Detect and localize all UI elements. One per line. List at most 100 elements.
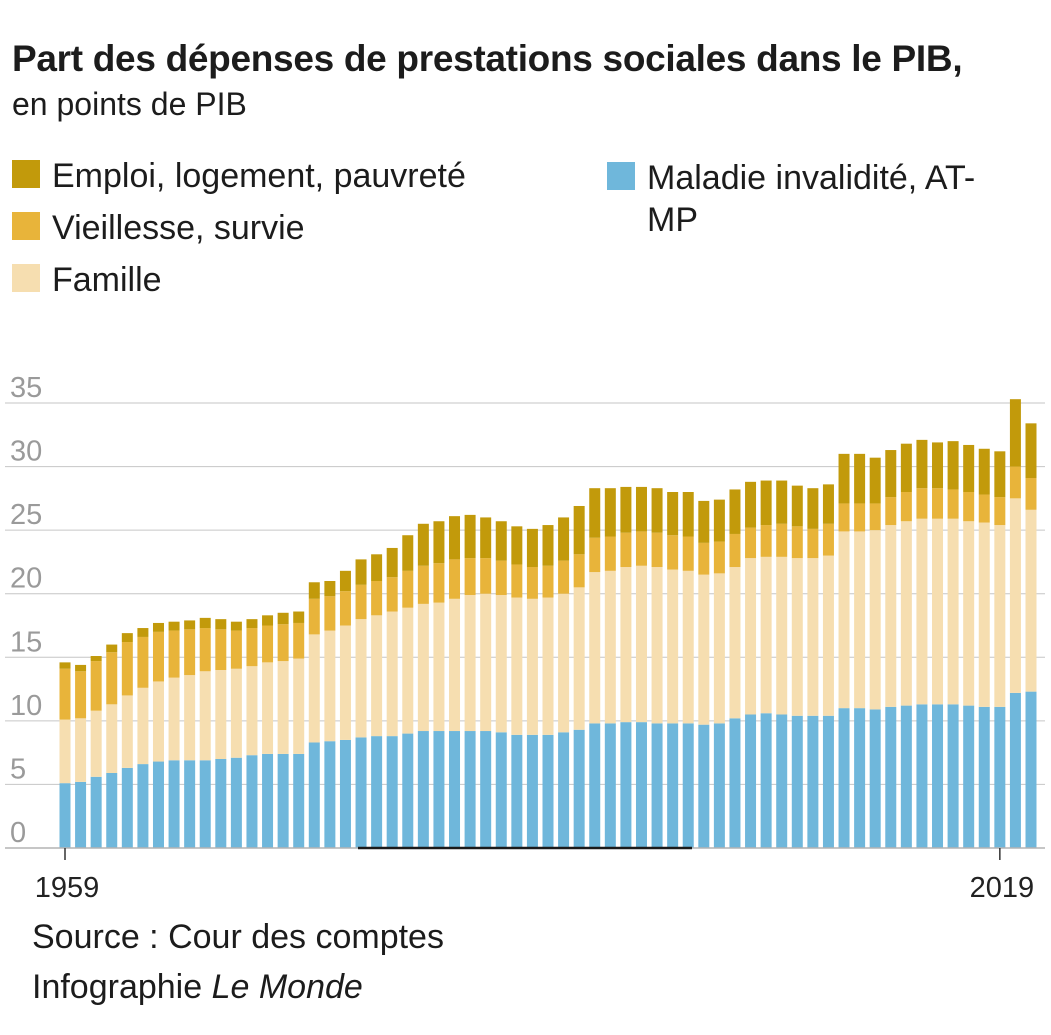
bar-emploi-logement-pauvrete-2005 <box>776 480 788 524</box>
bar-vieillesse-survie-1999 <box>682 536 694 571</box>
bar-emploi-logement-pauvrete-1987 <box>495 521 507 561</box>
bar-famille-1974 <box>293 658 305 754</box>
legend-swatch-famille <box>12 264 40 292</box>
bar-maladie-invalidite-at-mp-2015 <box>932 704 944 848</box>
bar-maladie-invalidite-at-mp-1973 <box>277 753 289 848</box>
bar-vieillesse-survie-1995 <box>620 532 632 568</box>
bar-emploi-logement-pauvrete-1976 <box>324 581 336 597</box>
bar-vieillesse-survie-2005 <box>776 523 788 557</box>
bar-vieillesse-survie-1969 <box>215 629 227 670</box>
bar-maladie-invalidite-at-mp-1999 <box>682 723 694 848</box>
bar-maladie-invalidite-at-mp-2003 <box>745 714 757 848</box>
bar-emploi-logement-pauvrete-1979 <box>371 554 383 581</box>
bar-maladie-invalidite-at-mp-2004 <box>760 713 772 848</box>
bar-maladie-invalidite-at-mp-1963 <box>121 767 133 848</box>
bar-maladie-invalidite-at-mp-1984 <box>449 731 461 848</box>
bar-maladie-invalidite-at-mp-2006 <box>791 715 803 848</box>
bar-famille-2008 <box>822 555 834 716</box>
bar-famille-1965 <box>152 681 164 762</box>
bar-famille-1966 <box>168 677 180 761</box>
bar-famille-2018 <box>978 522 990 707</box>
bar-vieillesse-survie-1972 <box>262 625 274 663</box>
bar-vieillesse-survie-2017 <box>963 492 975 522</box>
legend-swatch-emploi <box>12 160 40 188</box>
bar-famille-2002 <box>729 567 741 719</box>
bar-vieillesse-survie-1986 <box>480 558 492 594</box>
bar-famille-2015 <box>932 518 944 705</box>
bar-emploi-logement-pauvrete-2013 <box>900 443 912 492</box>
bar-emploi-logement-pauvrete-2009 <box>838 453 850 504</box>
bar-maladie-invalidite-at-mp-1960 <box>75 781 87 848</box>
bar-maladie-invalidite-at-mp-1969 <box>215 759 227 848</box>
bar-famille-1985 <box>464 594 476 732</box>
bar-famille-1960 <box>75 718 87 782</box>
bar-emploi-logement-pauvrete-1968 <box>199 617 211 629</box>
bar-maladie-invalidite-at-mp-1987 <box>495 732 507 848</box>
bar-maladie-invalidite-at-mp-2020 <box>1009 692 1021 848</box>
bar-famille-2017 <box>963 521 975 706</box>
bar-maladie-invalidite-at-mp-1980 <box>386 736 398 848</box>
bar-famille-2021 <box>1025 509 1037 692</box>
bar-famille-1973 <box>277 661 289 754</box>
bar-maladie-invalidite-at-mp-1992 <box>573 729 585 848</box>
bar-maladie-invalidite-at-mp-1990 <box>542 734 554 848</box>
bar-vieillesse-survie-2015 <box>932 488 944 519</box>
bar-emploi-logement-pauvrete-1998 <box>667 492 679 536</box>
bar-emploi-logement-pauvrete-1994 <box>604 488 616 537</box>
bar-maladie-invalidite-at-mp-2010 <box>854 708 866 848</box>
bar-maladie-invalidite-at-mp-1993 <box>589 723 601 848</box>
legend-swatch-vieillesse <box>12 212 40 240</box>
bar-emploi-logement-pauvrete-2008 <box>822 484 834 524</box>
bar-emploi-logement-pauvrete-1990 <box>542 525 554 566</box>
y-tick-label-10: 10 <box>10 690 42 722</box>
bar-famille-2019 <box>994 525 1006 707</box>
bar-maladie-invalidite-at-mp-1985 <box>464 731 476 848</box>
chart-subtitle: en points de PIB <box>12 86 247 122</box>
bar-vieillesse-survie-1984 <box>449 559 461 599</box>
y-tick-label-15: 15 <box>10 626 42 658</box>
bar-emploi-logement-pauvrete-2006 <box>791 485 803 527</box>
legend-label-famille: Famille <box>52 261 162 299</box>
legend-item-emploi: Emploi, logement, pauvreté <box>12 155 466 197</box>
bar-emploi-logement-pauvrete-2016 <box>947 441 959 490</box>
bar-vieillesse-survie-2020 <box>1009 466 1021 499</box>
bar-maladie-invalidite-at-mp-1983 <box>433 731 445 848</box>
bar-maladie-invalidite-at-mp-2018 <box>978 706 990 848</box>
bar-vieillesse-survie-1988 <box>511 564 523 598</box>
bar-emploi-logement-pauvrete-1960 <box>75 664 87 672</box>
legend-swatch-maladie <box>607 162 635 190</box>
bar-famille-1962 <box>106 704 118 773</box>
bar-emploi-logement-pauvrete-1972 <box>262 615 274 626</box>
bar-maladie-invalidite-at-mp-2014 <box>916 704 928 848</box>
credit-prefix: Infographie <box>32 968 203 1006</box>
credit-line: Infographie Le Monde <box>32 962 444 1012</box>
bar-emploi-logement-pauvrete-1988 <box>511 526 523 565</box>
bar-vieillesse-survie-1962 <box>106 652 118 705</box>
bar-vieillesse-survie-2016 <box>947 489 959 519</box>
legend-item-maladie: Maladie invalidité, AT-MP <box>607 157 977 241</box>
bar-maladie-invalidite-at-mp-1962 <box>106 772 118 848</box>
bar-famille-2011 <box>869 530 881 710</box>
bar-maladie-invalidite-at-mp-1982 <box>417 731 429 848</box>
bar-emploi-logement-pauvrete-1981 <box>402 535 414 571</box>
bar-emploi-logement-pauvrete-1999 <box>682 492 694 537</box>
bar-vieillesse-survie-2006 <box>791 526 803 559</box>
bar-maladie-invalidite-at-mp-2012 <box>885 706 897 848</box>
bar-maladie-invalidite-at-mp-1995 <box>620 722 632 848</box>
bar-emploi-logement-pauvrete-2012 <box>885 450 897 498</box>
bar-emploi-logement-pauvrete-1973 <box>277 612 289 625</box>
bar-famille-1963 <box>121 695 133 768</box>
x-tick-label-2019: 2019 <box>970 872 1035 904</box>
bar-vieillesse-survie-2014 <box>916 488 928 519</box>
bar-maladie-invalidite-at-mp-1974 <box>293 753 305 848</box>
bar-famille-1981 <box>402 607 414 734</box>
bar-famille-1996 <box>635 565 647 723</box>
bar-maladie-invalidite-at-mp-1998 <box>667 723 679 848</box>
bar-emploi-logement-pauvrete-1989 <box>526 528 538 568</box>
bar-famille-1998 <box>667 569 679 724</box>
bar-vieillesse-survie-1965 <box>152 631 164 682</box>
bar-famille-1988 <box>511 597 523 735</box>
bar-vieillesse-survie-1989 <box>526 567 538 599</box>
bar-vieillesse-survie-2001 <box>713 541 725 574</box>
bar-maladie-invalidite-at-mp-1977 <box>339 739 351 848</box>
